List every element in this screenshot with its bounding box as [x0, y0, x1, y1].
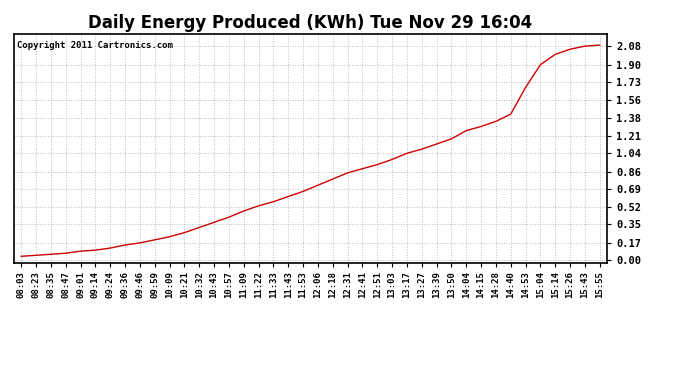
Text: Copyright 2011 Cartronics.com: Copyright 2011 Cartronics.com [17, 40, 172, 50]
Title: Daily Energy Produced (KWh) Tue Nov 29 16:04: Daily Energy Produced (KWh) Tue Nov 29 1… [88, 14, 533, 32]
